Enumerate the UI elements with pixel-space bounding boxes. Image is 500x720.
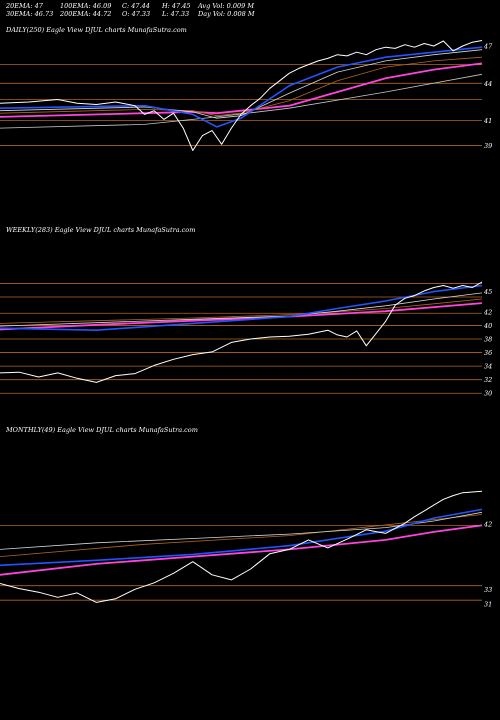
ema-fast-line (0, 508, 483, 567)
y-tick-label: 32 (484, 376, 492, 384)
y-tick-label: 42 (483, 308, 492, 316)
y-tick-label: 31 (484, 600, 492, 608)
y-tick-label: 38 (484, 336, 492, 344)
y-tick-label: 45 (483, 288, 492, 296)
close-value: C: 47.44 (122, 2, 150, 10)
monthly-panel: MONTHLY(49) Eagle View DJUL charts Munaf… (0, 424, 500, 624)
low-value: L: 47.33 (162, 10, 190, 18)
weekly-chart: 45 42 40 38 36 34 32 30 (0, 281, 492, 398)
y-tick-label: 42 (483, 520, 492, 528)
high-value: H: 47.45 (162, 2, 191, 10)
ema-mid-line (0, 292, 483, 327)
price-line (0, 490, 483, 603)
day-vol-value: Day Vol: 0.008 M (198, 10, 255, 18)
y-tick-label: 39 (484, 142, 492, 150)
ema20-value: 20EMA: 47 (6, 2, 43, 10)
ema-mid-line (0, 49, 483, 119)
price-line (0, 40, 483, 151)
daily-title: DAILY(250) Eagle View DJUL charts Munafa… (6, 26, 187, 34)
y-tick-label: 33 (484, 586, 492, 594)
y-tick-label: 44 (483, 80, 492, 88)
y-tick-label: 47 (483, 42, 493, 50)
weekly-panel: WEEKLY(283) Eagle View DJUL charts Munaf… (0, 224, 500, 410)
weekly-title: WEEKLY(283) Eagle View DJUL charts Munaf… (6, 226, 196, 234)
y-tick-label: 36 (484, 349, 492, 357)
daily-chart: 47 44 41 39 (0, 40, 493, 151)
header-stats: 20EMA: 47 100EMA: 46.09 C: 47.44 H: 47.4… (0, 0, 500, 20)
y-tick-label: 40 (483, 322, 492, 330)
ema-extra-line (0, 73, 483, 129)
daily-panel: DAILY(250) Eagle View DJUL charts Munafa… (0, 24, 500, 160)
avg-vol-value: Avg Vol: 0.009 M (198, 2, 255, 10)
y-tick-label: 34 (484, 363, 492, 371)
ema100-value: 100EMA: 46.09 (60, 2, 112, 10)
ema200-value: 200EMA: 44.72 (60, 10, 112, 18)
y-tick-label: 30 (484, 390, 492, 398)
monthly-title: MONTHLY(49) Eagle View DJUL charts Munaf… (6, 426, 198, 434)
ema-long-line (0, 62, 483, 118)
open-value: O: 47.33 (122, 10, 151, 18)
y-tick-label: 41 (483, 117, 492, 125)
monthly-chart: 42 33 31 (0, 490, 492, 608)
ema-mid-line (0, 511, 483, 550)
ema30-value: 30EMA: 46.73 (6, 10, 54, 18)
price-line (0, 281, 483, 383)
ema-fast-line (0, 46, 483, 128)
ema-long-line (0, 302, 483, 331)
ema-fast-line (0, 284, 483, 331)
